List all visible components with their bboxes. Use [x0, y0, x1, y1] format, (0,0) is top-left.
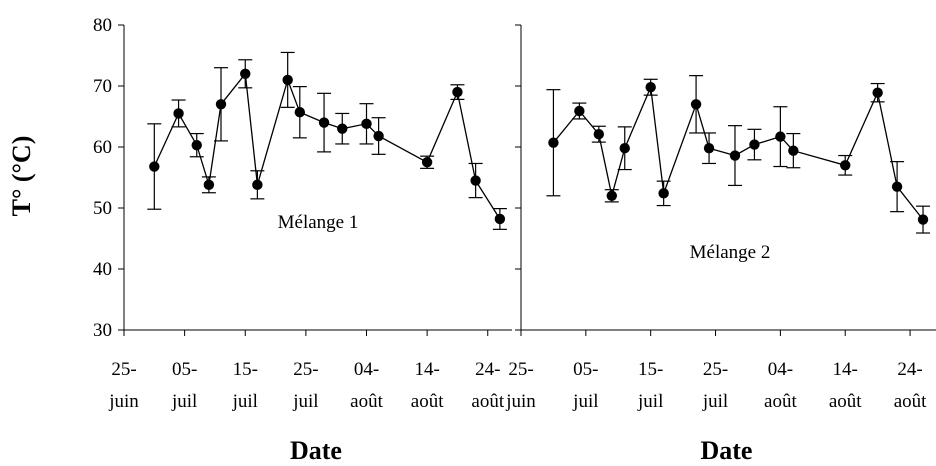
- data-point: [282, 74, 293, 86]
- x-tick-label-day: 05-: [573, 359, 598, 380]
- x-tick-label-day: 14-: [833, 359, 858, 380]
- data-point: [872, 87, 883, 98]
- y-tick-label: 40: [93, 259, 112, 280]
- data-point: [421, 157, 433, 168]
- chart-panel-melange-1: 30 40 50 60 70 80 25- juin 05- juil 15- juil 25- juil…: [93, 15, 512, 465]
- x-tick-label-day: 05-: [172, 359, 197, 380]
- data-point: [191, 139, 202, 151]
- x-tick-label-month: juin: [108, 391, 139, 412]
- data-point: [149, 161, 160, 172]
- x-tick-label-month: août: [894, 391, 927, 412]
- data-point: [452, 86, 463, 98]
- data-point: [788, 145, 799, 156]
- data-point: [593, 128, 605, 140]
- y-tick-label: 70: [93, 76, 112, 97]
- data-point: [917, 214, 929, 225]
- x-tick-label-month: août: [350, 391, 383, 412]
- x-tick-label-day: 14-: [414, 359, 439, 380]
- data-point: [548, 137, 559, 148]
- data-point: [840, 160, 851, 171]
- data-point: [619, 143, 630, 154]
- data-point: [690, 99, 702, 110]
- panel-annotation: Mélange 2: [690, 242, 771, 263]
- series-line: [153, 72, 501, 220]
- x-tick-label-day: 04-: [354, 359, 379, 380]
- data-point: [318, 117, 330, 128]
- y-tick-label: 80: [93, 15, 112, 36]
- x-axis-title: Date: [290, 436, 342, 465]
- data-point: [703, 143, 715, 154]
- y-tick-label: 30: [93, 320, 112, 341]
- x-tick-label-month: juil: [702, 391, 728, 412]
- data-point: [252, 179, 263, 191]
- x-tick-label-day: 25-: [703, 359, 728, 380]
- x-tick-label-month: juil: [637, 391, 663, 412]
- y-tick-label: 60: [93, 137, 112, 158]
- data-point: [215, 99, 227, 110]
- data-point: [891, 181, 903, 192]
- x-tick-label-day: 24-: [897, 359, 922, 380]
- x-tick-label-month: juil: [292, 391, 318, 412]
- y-axis-title: T° (°C): [7, 136, 36, 217]
- data-point: [494, 213, 506, 225]
- data-point: [470, 175, 481, 186]
- data-point: [749, 139, 760, 150]
- data-point: [729, 150, 741, 161]
- data-point: [240, 68, 251, 80]
- x-tick-label-month: août: [471, 391, 504, 412]
- x-axis-title: Date: [701, 436, 753, 465]
- x-tick-label-month: août: [764, 391, 797, 412]
- x-tick-label-day: 04-: [768, 359, 793, 380]
- x-tick-label-day: 15-: [638, 359, 663, 380]
- data-point: [775, 131, 786, 142]
- data-point: [658, 188, 669, 199]
- x-tick-label-month: août: [411, 391, 444, 412]
- x-tick-label-month: juin: [505, 391, 536, 412]
- data-point: [203, 179, 215, 191]
- data-point: [645, 82, 656, 93]
- data-point: [574, 105, 585, 117]
- x-tick-label-day: 15-: [233, 359, 258, 380]
- x-tick-label-day: 25-: [111, 359, 136, 380]
- data-point: [606, 190, 617, 201]
- y-tick-label: 50: [93, 198, 112, 219]
- data-point: [337, 123, 348, 134]
- data-point: [373, 130, 384, 142]
- data-point: [294, 107, 306, 118]
- chart-panel-melange-2: 25- juin 05- juil 15- juil 25- juil 04- août 14- ao…: [505, 24, 936, 465]
- data-point: [361, 118, 372, 130]
- x-tick-label-month: juil: [232, 391, 258, 412]
- x-tick-label-day: 25-: [293, 359, 318, 380]
- data-point: [173, 108, 184, 119]
- x-tick-label-month: juil: [572, 391, 598, 412]
- x-tick-label-month: juil: [171, 391, 197, 412]
- x-tick-label-day: 25-: [508, 359, 533, 380]
- panel-annotation: Mélange 1: [278, 212, 359, 233]
- x-tick-label-day: 24-: [475, 359, 500, 380]
- x-tick-label-month: août: [829, 391, 862, 412]
